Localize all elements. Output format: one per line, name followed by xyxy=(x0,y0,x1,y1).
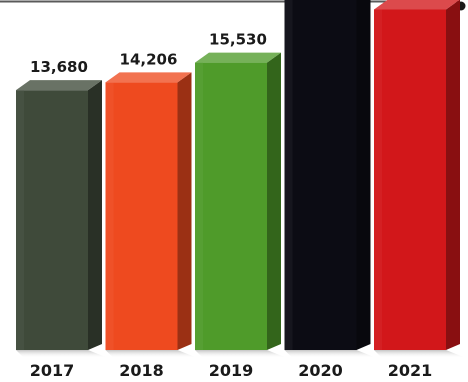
bar-floor-shadow xyxy=(374,350,466,358)
bar-side-face xyxy=(267,52,281,351)
bar-category-label: 2020 xyxy=(298,361,343,380)
bar-2018 xyxy=(105,72,198,358)
bar-floor-shadow xyxy=(105,350,198,358)
bars-layer xyxy=(16,0,466,358)
bar-2020 xyxy=(284,0,377,358)
bar-side-face xyxy=(446,0,460,350)
bar-highlight xyxy=(284,0,293,351)
bar-highlight xyxy=(374,9,382,350)
bar-top-face xyxy=(374,0,460,10)
bar-highlight xyxy=(16,90,24,350)
bar-value-label: 14,206 xyxy=(120,50,178,68)
bar-highlight xyxy=(195,62,203,351)
bar-top-face xyxy=(195,52,281,63)
bar-floor-shadow xyxy=(195,350,287,358)
bar-value-label: 15,530 xyxy=(209,31,267,49)
bar-front-face xyxy=(16,90,88,350)
bar-front-face xyxy=(195,62,267,351)
bar-floor-shadow xyxy=(284,350,377,358)
bar-category-label: 2019 xyxy=(209,361,254,380)
bar-front-face xyxy=(374,9,446,350)
bar-front-face xyxy=(105,82,178,350)
bar-category-label: 2021 xyxy=(388,361,433,380)
bar-side-face xyxy=(356,0,371,350)
bar-side-face xyxy=(88,80,102,350)
bar-category-label: 2017 xyxy=(30,361,75,380)
bar-top-face xyxy=(105,72,192,83)
bar-2017 xyxy=(16,80,108,358)
bar-side-face xyxy=(177,72,192,350)
bar-2019 xyxy=(195,52,287,358)
bar-value-label: 13,680 xyxy=(30,58,88,76)
bar-category-label: 2018 xyxy=(119,361,164,380)
bar-2021 xyxy=(374,0,466,358)
bar-top-face xyxy=(16,80,102,91)
labels-layer: 13,680201714,206201815,530201920,8502020… xyxy=(30,31,433,380)
bar-front-face xyxy=(284,0,357,351)
bar-highlight xyxy=(105,82,114,350)
bar-floor-shadow xyxy=(16,350,108,358)
